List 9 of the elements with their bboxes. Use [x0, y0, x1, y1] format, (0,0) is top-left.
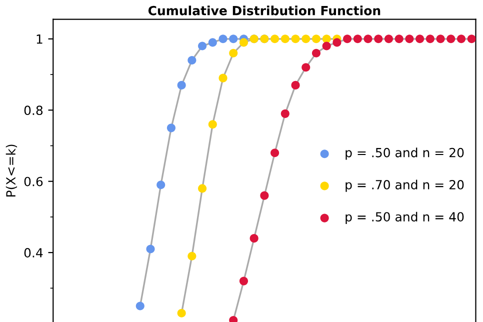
legend-label: p = .50 and n = 20 — [346, 148, 464, 160]
chart-title: Cumulative Distribution Function — [148, 6, 380, 16]
y-tick-label: 0.6 — [24, 176, 43, 186]
legend-label: p = .70 and n = 20 — [346, 180, 464, 192]
y-tick-label: 1 — [36, 34, 42, 44]
y-tick-label: 0.4 — [24, 248, 43, 258]
legend-label: p = .50 and n = 40 — [346, 212, 464, 224]
y-axis-title: P(X<=k) — [6, 144, 18, 196]
y-tick-label: 0.8 — [24, 106, 43, 116]
